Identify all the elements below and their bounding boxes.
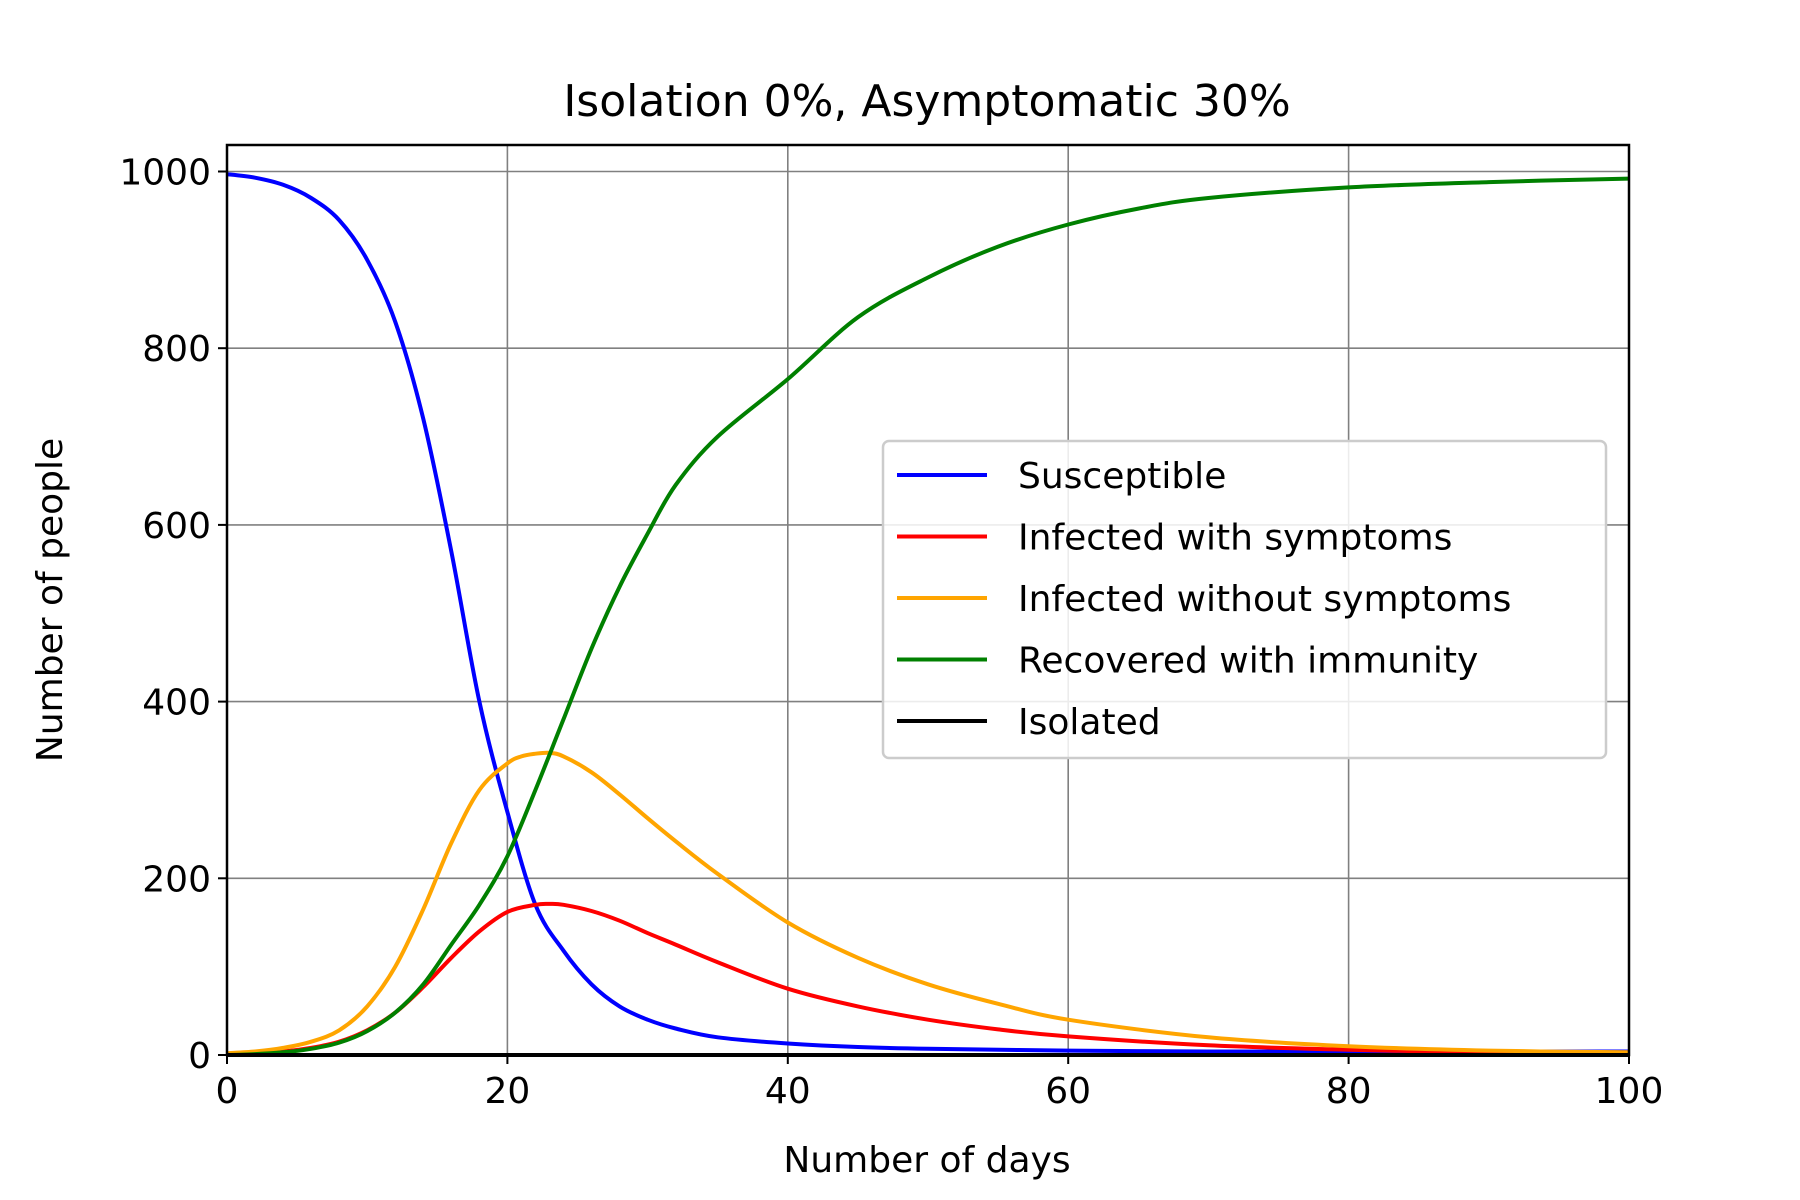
legend-box	[881, 439, 1608, 760]
plot-frame	[225, 143, 1631, 1057]
legend: Susceptible Infected with symptoms Infecte…	[881, 439, 1608, 760]
x-tick-label: 20	[484, 1071, 530, 1112]
x-tick-label: 0	[216, 1071, 239, 1112]
x-axis: 0 20 40 60 80 100	[216, 1055, 1664, 1112]
legend-label-infected-with-symptoms: Infected with symptoms	[1018, 518, 1452, 559]
series-line-infected-without-symptoms	[226, 750, 1630, 1056]
y-tick-label: 1000	[119, 153, 211, 194]
y-tick-label: 200	[142, 859, 211, 900]
y-tick-label: 0	[188, 1036, 211, 1077]
x-tick-label: 80	[1326, 1071, 1372, 1112]
chart-title: Isolation 0%, Asymptomatic 30%	[563, 76, 1290, 127]
x-tick-label: 60	[1045, 1071, 1091, 1112]
y-axis: 0 200 400 600 800 1000	[119, 153, 227, 1077]
legend-label-isolated: Isolated	[1018, 702, 1161, 743]
legend-label-infected-without-symptoms: Infected without symptoms	[1018, 579, 1511, 620]
legend-label-susceptible: Susceptible	[1018, 456, 1226, 497]
y-tick-label: 400	[142, 683, 211, 724]
series-line-recovered-with-immunity	[226, 176, 1630, 1057]
series-line-susceptible	[226, 172, 1629, 1054]
x-tick-label: 40	[765, 1071, 811, 1112]
y-tick-label: 800	[142, 329, 211, 370]
legend-label-recovered-with-immunity: Recovered with immunity	[1018, 641, 1478, 682]
y-axis-label: Number of people	[30, 438, 71, 762]
x-tick-label: 100	[1595, 1071, 1664, 1112]
y-tick-label: 600	[142, 506, 211, 547]
x-axis-label: Number of days	[783, 1140, 1070, 1181]
